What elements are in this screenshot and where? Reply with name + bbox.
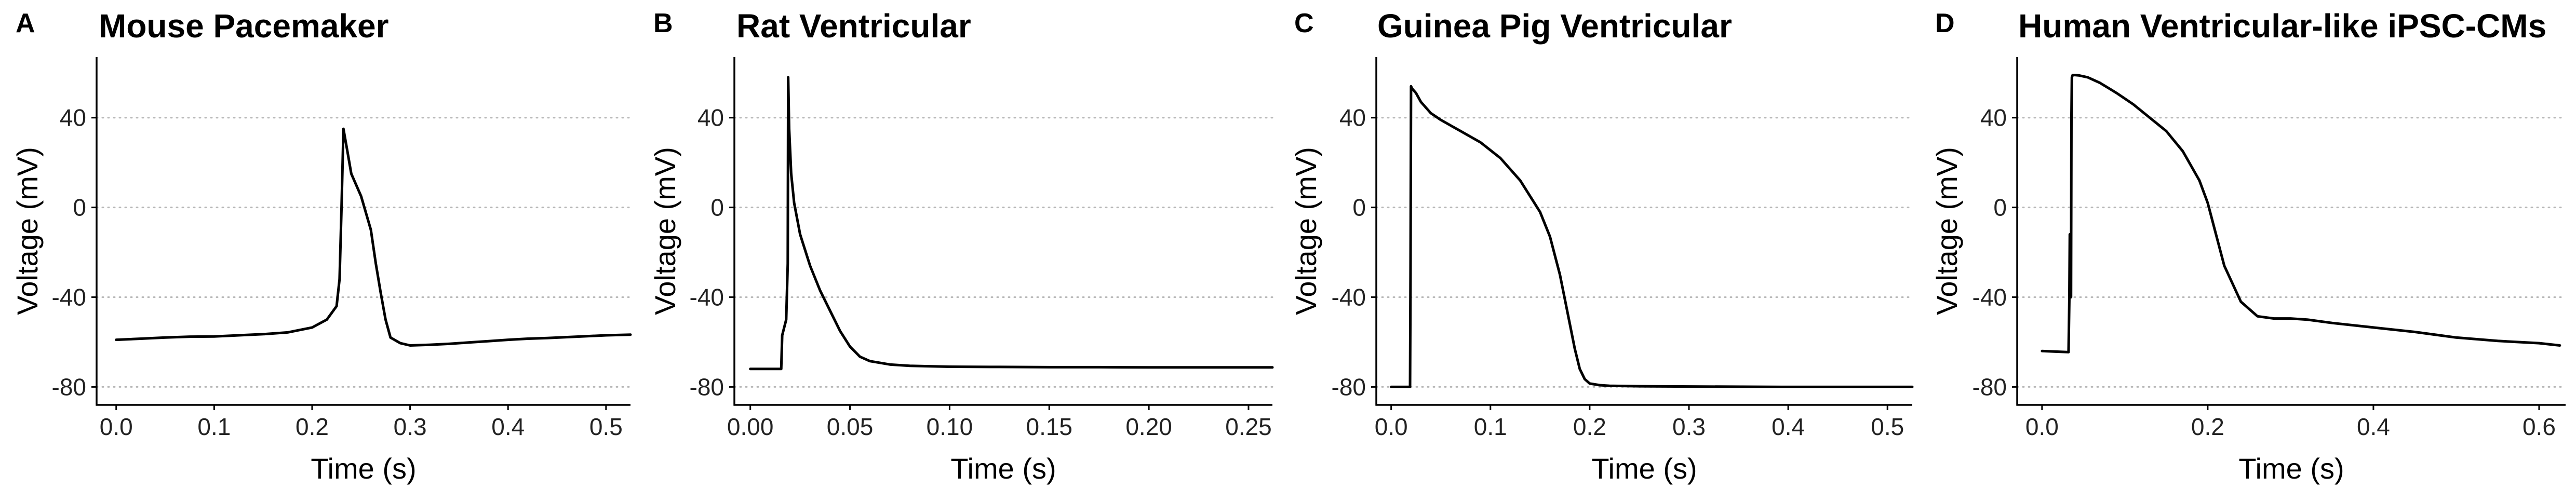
x-tick-label: 0.2: [2191, 413, 2224, 440]
voltage-trace: [2041, 74, 2561, 353]
x-tick-label: 0.5: [589, 413, 623, 440]
x-tick-label: 0.2: [296, 413, 329, 440]
panel-b: B Rat Ventricular -80 -40 0 40 0.00 0.05 0.10 0.1…: [649, 7, 1274, 485]
x-tick-label: 0.3: [1672, 413, 1706, 440]
x-axis-title: Time (s): [311, 452, 416, 485]
x-tick-label: 0.3: [394, 413, 427, 440]
x-tick-label: 0.25: [1225, 413, 1272, 440]
y-tick-label: 40: [1339, 104, 1366, 131]
chart-title: Rat Ventricular: [736, 7, 971, 45]
y-tick-label: 0: [73, 194, 86, 221]
y-tick-label: -40: [1332, 284, 1366, 311]
panel-letter: C: [1294, 8, 1314, 38]
y-tick-label: -80: [52, 373, 86, 400]
x-tick-label: 0.1: [197, 413, 231, 440]
voltage-trace: [1390, 85, 1914, 388]
panel-a: A Mouse Pacemaker -80 -40 0 40 0.0 0.1 0.2 0.3 0.4…: [11, 7, 632, 485]
y-tick-label: 0: [1352, 194, 1366, 221]
y-tick-label: 40: [697, 104, 724, 131]
chart-title: Mouse Pacemaker: [99, 7, 389, 45]
x-tick-label: 0.0: [1375, 413, 1408, 440]
y-tick-label: -40: [1973, 284, 2007, 311]
x-tick-label: 0.2: [1573, 413, 1606, 440]
x-tick-label: 0.05: [827, 413, 874, 440]
y-tick-label: 0: [1993, 194, 2007, 221]
x-tick-label: 0.0: [2025, 413, 2059, 440]
voltage-trace: [749, 76, 1274, 371]
chart-title: Guinea Pig Ventricular: [1377, 7, 1732, 45]
voltage-trace: [115, 127, 632, 347]
y-axis-title: Voltage (mV): [11, 147, 44, 315]
y-tick-label: 40: [60, 104, 86, 131]
x-axis-title: Time (s): [950, 452, 1056, 485]
y-axis-title: Voltage (mV): [1930, 147, 1963, 315]
x-tick-label: 0.6: [2523, 413, 2556, 440]
panel-c: C Guinea Pig Ventricular -80 -40 0 40 0.0 0.1 0.…: [1290, 7, 1914, 485]
x-axis-title: Time (s): [1591, 452, 1697, 485]
x-tick-label: 0.4: [491, 413, 525, 440]
x-tick-label: 0.0: [100, 413, 133, 440]
y-tick-label: 0: [710, 194, 724, 221]
y-axis-title: Voltage (mV): [649, 147, 681, 315]
y-tick-label: 40: [1980, 104, 2007, 131]
x-axis-title: Time (s): [2238, 452, 2344, 485]
y-axis-title: Voltage (mV): [1290, 147, 1322, 315]
y-tick-label: -40: [52, 284, 86, 311]
y-tick-label: -80: [1332, 373, 1366, 400]
x-tick-label: 0.00: [727, 413, 774, 440]
panel-d: D Human Ventricular-like iPSC-CMs -80 -40 0 4…: [1930, 7, 2567, 485]
x-tick-label: 0.20: [1125, 413, 1172, 440]
panel-letter: B: [653, 8, 673, 38]
y-tick-label: -80: [690, 373, 724, 400]
x-tick-label: 0.1: [1474, 413, 1507, 440]
panel-letter: D: [1935, 8, 1955, 38]
x-tick-label: 0.5: [1871, 413, 1904, 440]
chart-title: Human Ventricular-like iPSC-CMs: [2018, 7, 2546, 45]
x-tick-label: 0.15: [1026, 413, 1072, 440]
x-tick-label: 0.4: [2357, 413, 2390, 440]
y-tick-label: -80: [1973, 373, 2007, 400]
y-tick-label: -40: [690, 284, 724, 311]
panel-letter: A: [16, 8, 35, 38]
x-tick-label: 0.10: [927, 413, 973, 440]
x-tick-label: 0.4: [1772, 413, 1805, 440]
